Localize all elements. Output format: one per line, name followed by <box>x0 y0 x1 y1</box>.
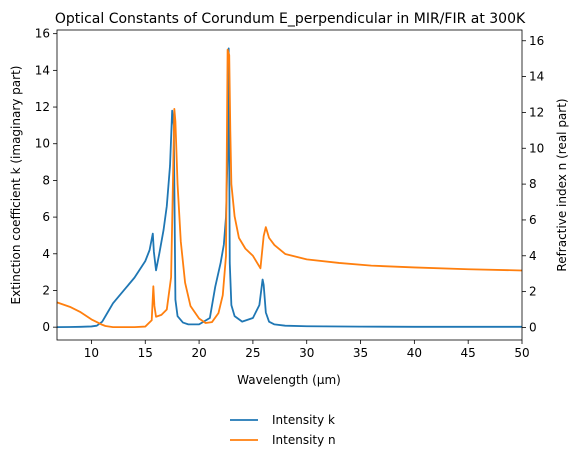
right-y-tick-label-12: 12 <box>529 105 544 119</box>
x-tick-label-25: 25 <box>245 346 260 360</box>
left-y-tick-label-2: 2 <box>42 283 50 297</box>
right-y-axis: 0 2 4 6 8 10 12 14 16 <box>522 34 544 334</box>
series-line-n <box>56 48 523 329</box>
left-y-tick-label-4: 4 <box>42 247 50 261</box>
right-y-tick-label-14: 14 <box>529 70 544 84</box>
x-tick-label-35: 35 <box>353 346 368 360</box>
right-y-axis-label: Refractive index n (real part) <box>555 98 569 271</box>
x-tick-label-40: 40 <box>407 346 422 360</box>
right-y-tick-label-2: 2 <box>529 285 537 299</box>
x-tick-label-45: 45 <box>461 346 476 360</box>
right-y-tick-label-10: 10 <box>529 141 544 155</box>
x-tick-label-30: 30 <box>299 346 314 360</box>
legend-label-n: Intensity n <box>272 433 336 447</box>
left-y-axis: 0 2 4 6 8 10 12 14 16 <box>35 27 57 334</box>
left-y-tick-label-16: 16 <box>35 27 50 41</box>
left-y-tick-label-6: 6 <box>42 210 50 224</box>
x-tick-label-10: 10 <box>84 346 99 360</box>
right-y-tick-label-4: 4 <box>529 249 537 263</box>
left-y-tick-label-8: 8 <box>42 173 50 187</box>
left-y-tick-label-10: 10 <box>35 137 50 151</box>
plot-frame <box>56 29 523 341</box>
legend-label-k: Intensity k <box>272 413 335 427</box>
plot-lines <box>56 47 523 329</box>
x-axis-label: Wavelength (μm) <box>237 373 341 387</box>
x-tick-label-15: 15 <box>138 346 153 360</box>
left-y-tick-label-0: 0 <box>42 320 50 334</box>
left-y-tick-label-14: 14 <box>35 63 50 77</box>
x-axis: 10 15 20 25 30 35 40 45 50 <box>84 340 530 360</box>
left-y-tick-label-12: 12 <box>35 100 50 114</box>
left-y-axis-label: Extinction coefficient k (imaginary part… <box>9 66 23 305</box>
x-tick-label-20: 20 <box>191 346 206 360</box>
right-y-tick-label-6: 6 <box>529 213 537 227</box>
right-y-tick-label-8: 8 <box>529 177 537 191</box>
legend: Intensity k Intensity n <box>230 413 336 447</box>
right-y-tick-label-16: 16 <box>529 34 544 48</box>
x-tick-label-50: 50 <box>514 346 529 360</box>
chart-title: Optical Constants of Corundum E_perpendi… <box>55 11 526 27</box>
right-y-tick-label-0: 0 <box>529 320 537 334</box>
series-line-k <box>56 47 522 329</box>
